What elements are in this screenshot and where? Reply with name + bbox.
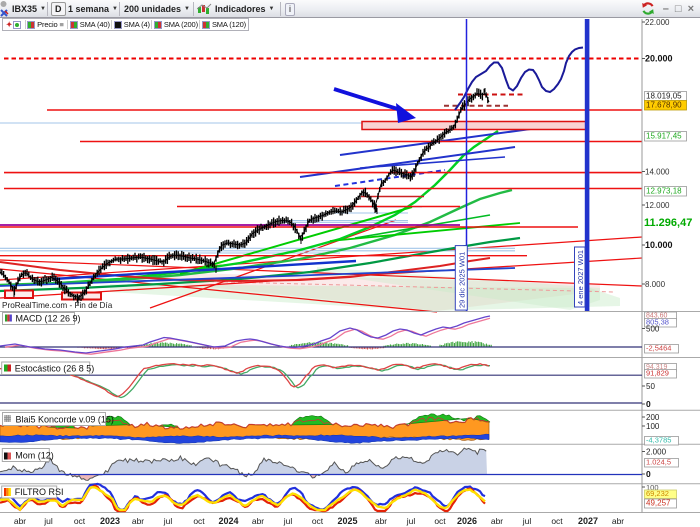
svg-text:17.678,90: 17.678,90: [646, 101, 682, 110]
svg-text:jul: jul: [406, 516, 416, 526]
svg-text:abr: abr: [375, 516, 387, 526]
svg-text:18.019,05: 18.019,05: [646, 92, 682, 101]
svg-text:abr: abr: [612, 516, 624, 526]
svg-text:-4,3785: -4,3785: [646, 436, 671, 445]
svg-text:100: 100: [646, 422, 660, 431]
svg-text:oct: oct: [434, 516, 446, 526]
svg-text:843,60: 843,60: [646, 313, 668, 320]
svg-text:abr: abr: [14, 516, 26, 526]
svg-text:805,38: 805,38: [646, 318, 669, 327]
svg-text:1.024,5: 1.024,5: [646, 458, 671, 467]
svg-text:69,232: 69,232: [646, 489, 669, 498]
svg-text:12.000: 12.000: [645, 201, 670, 210]
svg-text:abr: abr: [491, 516, 503, 526]
svg-text:-2,5464: -2,5464: [646, 344, 671, 353]
svg-text:2023: 2023: [100, 516, 120, 526]
svg-text:49,257: 49,257: [646, 499, 671, 508]
svg-text:Mom (12): Mom (12): [15, 450, 54, 460]
svg-text:oct: oct: [193, 516, 205, 526]
svg-text:MACD (12 26 9): MACD (12 26 9): [16, 313, 81, 323]
svg-text:11.296,47: 11.296,47: [644, 217, 692, 229]
svg-text:50: 50: [646, 382, 655, 391]
svg-text:94,319: 94,319: [646, 364, 668, 371]
svg-text:Blai5 Koncorde v.09 (15): Blai5 Koncorde v.09 (15): [16, 414, 114, 424]
svg-text:10.000: 10.000: [645, 240, 673, 250]
svg-text:12.973,18: 12.973,18: [646, 187, 682, 196]
svg-text:2027: 2027: [578, 516, 598, 526]
svg-text:500: 500: [646, 325, 660, 334]
svg-text:0: 0: [646, 399, 651, 409]
svg-text:15.917,45: 15.917,45: [646, 132, 682, 141]
svg-text:14.000: 14.000: [645, 168, 670, 177]
svg-text:0: 0: [646, 469, 651, 479]
svg-text:2025: 2025: [337, 516, 357, 526]
svg-text:oct: oct: [551, 516, 563, 526]
svg-text:4 ene 2027 W01: 4 ene 2027 W01: [576, 250, 585, 305]
svg-text:22.000: 22.000: [645, 18, 670, 27]
svg-text:abr: abr: [132, 516, 144, 526]
svg-text:jul: jul: [163, 516, 173, 526]
svg-text:2026: 2026: [457, 516, 477, 526]
svg-text:20.000: 20.000: [645, 54, 673, 64]
svg-text:oct: oct: [312, 516, 324, 526]
svg-text:2024: 2024: [218, 516, 238, 526]
svg-text:jul: jul: [283, 516, 293, 526]
svg-text:200: 200: [646, 413, 660, 422]
svg-text:8.000: 8.000: [645, 280, 666, 289]
svg-text:ProRealTime.com - Fin de Día: ProRealTime.com - Fin de Día: [2, 301, 113, 310]
svg-text:oct: oct: [74, 516, 86, 526]
svg-text:jul: jul: [43, 516, 53, 526]
svg-text:100: 100: [646, 483, 659, 492]
svg-text:jul: jul: [522, 516, 532, 526]
svg-text:29 dic 2025 W01: 29 dic 2025 W01: [457, 252, 466, 308]
svg-text:2.000: 2.000: [646, 448, 667, 457]
svg-text:91,829: 91,829: [646, 369, 669, 378]
svg-text:FILTRO RSI: FILTRO RSI: [15, 487, 64, 497]
svg-text:Estocástico (26 8 5): Estocástico (26 8 5): [15, 363, 95, 373]
svg-text:abr: abr: [252, 516, 264, 526]
